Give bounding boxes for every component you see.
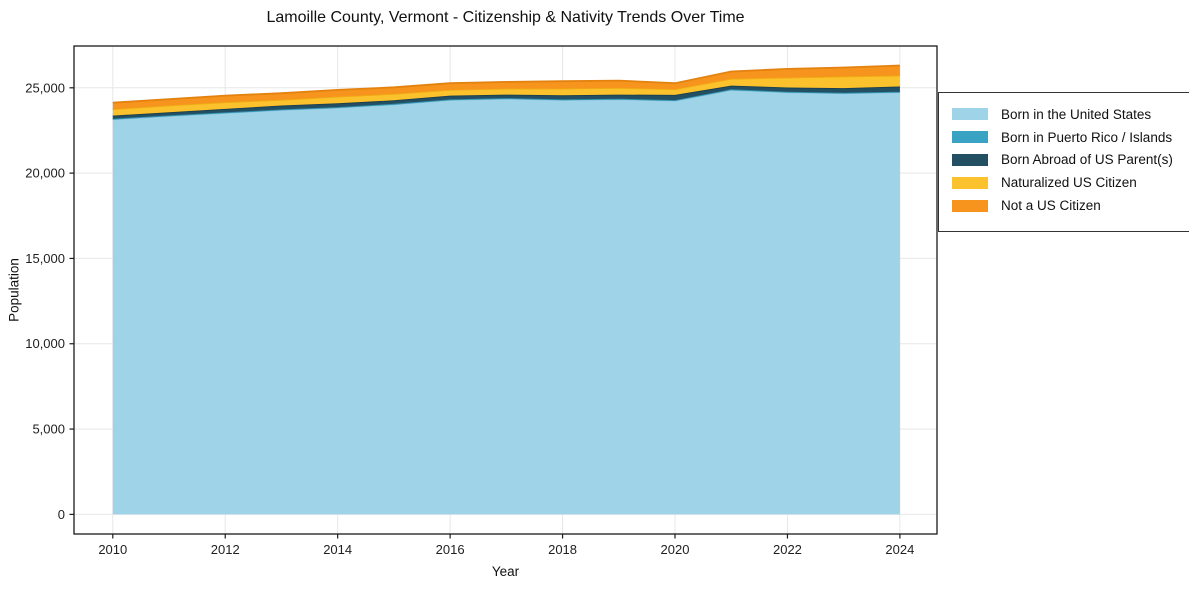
legend-swatch-icon (952, 176, 988, 189)
legend-item: Naturalized US Citizen (952, 171, 1189, 194)
x-tick-label: 2022 (773, 542, 802, 557)
legend-swatch-icon (952, 199, 988, 212)
legend-item-label: Born Abroad of US Parent(s) (1001, 152, 1173, 168)
legend-item-label: Born in the United States (1001, 106, 1152, 122)
area-not-a-us-citizen (112, 65, 900, 110)
legend-item: Born in the United States (952, 103, 1189, 126)
y-tick-label: 15,000 (25, 251, 65, 266)
legend-item: Not a US Citizen (952, 194, 1189, 217)
x-tick-label: 2020 (661, 542, 690, 557)
y-tick-label: 20,000 (25, 166, 65, 181)
legend-item-label: Not a US Citizen (1001, 198, 1101, 214)
legend-swatch-icon (952, 108, 988, 121)
area-born-in-the-united-states (112, 89, 900, 515)
legend-item: Born in Puerto Rico / Islands (952, 126, 1189, 149)
plot-border (73, 45, 938, 535)
y-tick-label: 5,000 (32, 422, 65, 437)
legend-item-label: Born in Puerto Rico / Islands (1001, 129, 1173, 145)
axis-ticks: 2010 2012 2014 2016 2018 2020 2022 2024 0 5,000 10… (25, 80, 914, 557)
area-born-abroad-of-us-parent-s- (112, 85, 900, 119)
area-naturalized-us-citizen (112, 75, 900, 116)
stacked-areas (112, 64, 900, 515)
y-axis-label: Population (6, 258, 22, 322)
y-tick-label: 25,000 (25, 80, 65, 95)
legend-swatch-icon (952, 153, 988, 166)
area-edge (112, 64, 900, 104)
y-tick-label: 0 (58, 507, 65, 522)
y-tick-label: 10,000 (25, 336, 65, 351)
x-tick-label: 2024 (885, 542, 914, 557)
x-tick-label: 2014 (323, 542, 352, 557)
legend: Born in the United States Born in Puerto … (938, 92, 1189, 232)
legend-swatch-icon (952, 131, 988, 144)
x-tick-label: 2012 (211, 542, 240, 557)
x-axis-label: Year (491, 564, 520, 579)
chart-title: Lamoille County, Vermont - Citizenship &… (266, 9, 745, 26)
x-tick-label: 2010 (98, 542, 127, 557)
legend-item-label: Naturalized US Citizen (1001, 175, 1137, 191)
legend-item: Born Abroad of US Parent(s) (952, 149, 1189, 172)
x-tick-label: 2018 (548, 542, 577, 557)
x-tick-label: 2016 (436, 542, 465, 557)
